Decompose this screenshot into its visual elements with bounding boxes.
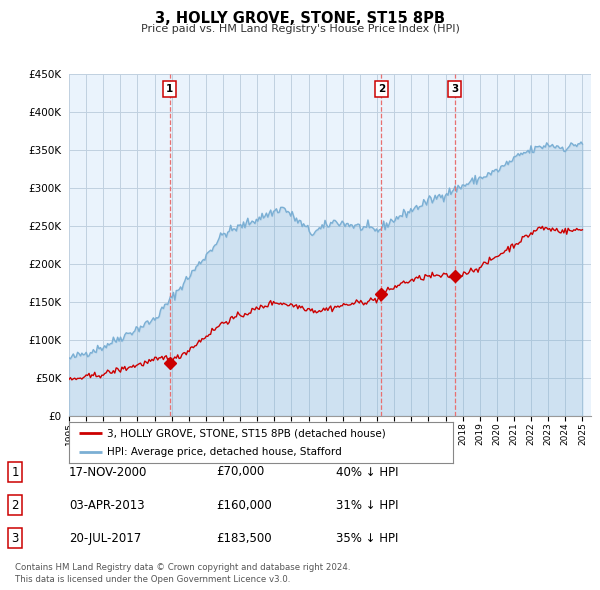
Text: 2: 2 xyxy=(11,499,19,512)
Text: Contains HM Land Registry data © Crown copyright and database right 2024.
This d: Contains HM Land Registry data © Crown c… xyxy=(15,563,350,584)
Text: 03-APR-2013: 03-APR-2013 xyxy=(69,499,145,512)
Text: 31% ↓ HPI: 31% ↓ HPI xyxy=(336,499,398,512)
Text: 40% ↓ HPI: 40% ↓ HPI xyxy=(336,466,398,478)
Text: 1: 1 xyxy=(11,466,19,478)
Text: £183,500: £183,500 xyxy=(216,532,272,545)
Text: 2: 2 xyxy=(378,84,385,94)
Text: HPI: Average price, detached house, Stafford: HPI: Average price, detached house, Staf… xyxy=(107,447,342,457)
Text: 17-NOV-2000: 17-NOV-2000 xyxy=(69,466,148,478)
Text: Price paid vs. HM Land Registry's House Price Index (HPI): Price paid vs. HM Land Registry's House … xyxy=(140,24,460,34)
Text: 20-JUL-2017: 20-JUL-2017 xyxy=(69,532,141,545)
Text: £160,000: £160,000 xyxy=(216,499,272,512)
Text: 1: 1 xyxy=(166,84,173,94)
Text: 3: 3 xyxy=(451,84,458,94)
Text: £70,000: £70,000 xyxy=(216,466,264,478)
Text: 3, HOLLY GROVE, STONE, ST15 8PB (detached house): 3, HOLLY GROVE, STONE, ST15 8PB (detache… xyxy=(107,428,386,438)
Text: 35% ↓ HPI: 35% ↓ HPI xyxy=(336,532,398,545)
Text: 3: 3 xyxy=(11,532,19,545)
Text: 3, HOLLY GROVE, STONE, ST15 8PB: 3, HOLLY GROVE, STONE, ST15 8PB xyxy=(155,11,445,25)
